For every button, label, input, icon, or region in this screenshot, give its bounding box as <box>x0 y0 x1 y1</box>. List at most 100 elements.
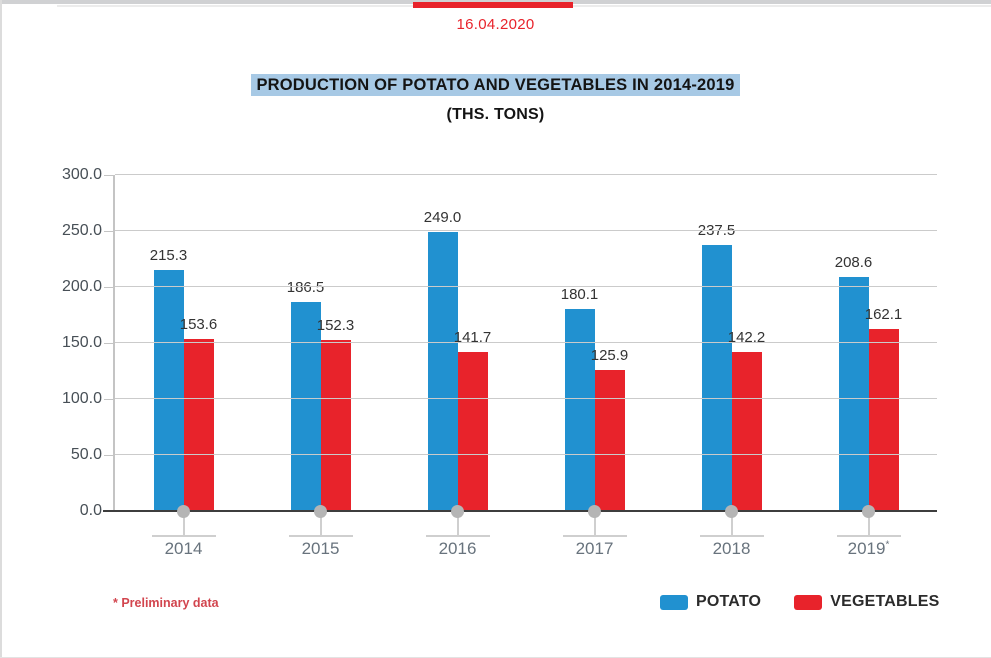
chart-legend: POTATO VEGETABLES <box>660 593 939 611</box>
x-axis-label: 2014 <box>164 539 203 558</box>
y-axis-tickmark <box>104 399 115 401</box>
gridline <box>115 174 937 175</box>
y-axis-labels: 0.0 50.0 100.0 150.0 200.0 250.0 300.0 <box>0 166 102 519</box>
bar-group: 237.5 142.2 2018 <box>698 175 766 558</box>
y-axis-tickmark <box>104 455 115 457</box>
vegetables-bar-wrap: 141.7 <box>454 175 491 511</box>
category-tick-line <box>288 535 353 537</box>
potato-bar <box>701 245 732 511</box>
vegetables-bar-wrap: 125.9 <box>591 175 628 511</box>
y-axis-tick-label: 0.0 <box>79 502 102 519</box>
legend-label-potato: POTATO <box>696 593 762 610</box>
chart-title-row: PRODUCTION OF POTATO AND VEGETABLES IN 2… <box>0 74 991 96</box>
page-left-border <box>0 0 2 657</box>
y-axis-tick-label: 250.0 <box>61 222 102 239</box>
bar-value-label: 215.3 <box>149 246 188 264</box>
category-marker-dot <box>177 505 190 518</box>
preliminary-data-footnote: * Preliminary data <box>113 596 219 610</box>
legend-item-potato: POTATO <box>660 593 761 611</box>
category-marker-dot <box>451 505 464 518</box>
bar-groups: 215.3 153.6 2014 186.5 152.3 2015 249.0 141.7 20… <box>115 175 937 558</box>
category-marker-dot <box>862 505 875 518</box>
x-axis-label: 2018 <box>712 539 751 558</box>
category-marker-dot <box>588 505 601 518</box>
potato-bar <box>838 277 869 511</box>
y-axis-tickmark <box>104 231 115 232</box>
y-axis-tickmark <box>104 175 115 176</box>
legend-label-vegetables: VEGETABLES <box>830 593 940 610</box>
bar-group: 215.3 153.6 2014 <box>150 175 218 558</box>
bar-value-label: 152.3 <box>316 317 355 335</box>
bar-chart: 0.0 50.0 100.0 150.0 200.0 250.0 300.0 215.3 15… <box>0 160 991 580</box>
category-marker-stem <box>319 511 322 537</box>
vegetables-bar <box>457 352 488 511</box>
x-axis-label: 2017 <box>575 539 614 558</box>
bar-group: 208.6 162.1 2019* <box>835 175 903 558</box>
chart-subtitle: (THS. TONS) <box>446 106 545 123</box>
vegetables-bar-wrap: 153.6 <box>180 175 217 511</box>
category-tick-line <box>425 535 490 537</box>
document-date: 16.04.2020 <box>456 16 535 33</box>
potato-bar <box>564 309 595 511</box>
y-axis-tick-label: 150.0 <box>61 334 102 351</box>
potato-swatch <box>660 594 688 610</box>
vegetables-bar <box>183 338 214 511</box>
bar-value-label: 141.7 <box>453 329 492 347</box>
legend-item-vegetables: VEGETABLES <box>794 593 939 611</box>
vegetables-bar <box>594 370 625 511</box>
y-axis-tick-label: 100.0 <box>61 390 102 408</box>
category-marker-stem <box>593 511 596 537</box>
vegetables-bar-wrap: 152.3 <box>317 175 354 511</box>
potato-bar-wrap: 180.1 <box>561 175 598 511</box>
gridline <box>115 342 937 343</box>
potato-bar <box>427 232 458 511</box>
category-marker-dot <box>725 505 738 518</box>
y-axis-tickmark <box>104 287 115 289</box>
category-tick-line <box>151 535 216 537</box>
bar-value-label: 125.9 <box>590 347 629 364</box>
category-marker-dot <box>314 505 327 518</box>
potato-bar-wrap: 208.6 <box>835 175 872 511</box>
y-axis-tick-label: 300.0 <box>61 166 102 183</box>
x-axis-baseline <box>103 510 937 512</box>
vegetables-swatch <box>794 594 823 610</box>
x-axis-label: 2015 <box>301 539 340 558</box>
vegetables-bar <box>868 329 899 511</box>
vegetables-bar-wrap: 162.1 <box>865 175 902 511</box>
potato-bar-wrap: 215.3 <box>150 175 187 511</box>
category-tick-line <box>836 535 901 537</box>
category-tick-line <box>562 535 627 537</box>
plot-area: 215.3 153.6 2014 186.5 152.3 2015 249.0 141.7 20… <box>103 174 937 558</box>
category-marker-stem <box>456 511 459 537</box>
potato-bar <box>290 302 321 511</box>
bar-value-label: 162.1 <box>864 306 903 324</box>
bar-value-label: 208.6 <box>834 254 873 272</box>
x-axis-label: 2019* <box>847 539 890 558</box>
category-marker-stem <box>730 511 733 537</box>
gridline <box>115 454 937 455</box>
bar-value-label: 186.5 <box>286 279 325 297</box>
potato-bar <box>153 269 184 511</box>
bar-value-label: 249.0 <box>423 209 462 227</box>
red-divider-bar <box>413 2 573 8</box>
gridline <box>115 230 937 231</box>
vegetables-bar-wrap: 142.2 <box>728 175 765 511</box>
y-axis-tickmark <box>104 343 115 344</box>
potato-bar-wrap: 249.0 <box>424 175 461 511</box>
vegetables-bar <box>320 340 351 511</box>
bar-group: 180.1 125.9 2017 <box>561 175 629 558</box>
bar-group: 249.0 141.7 2016 <box>424 175 492 558</box>
category-marker-stem <box>182 511 185 537</box>
chart-title: PRODUCTION OF POTATO AND VEGETABLES IN 2… <box>251 74 740 96</box>
x-axis-label: 2016 <box>438 539 477 558</box>
y-axis-tick-label: 50.0 <box>70 446 102 464</box>
bar-value-label: 142.2 <box>727 328 766 346</box>
gridline <box>115 398 937 399</box>
y-axis-tick-label: 200.0 <box>61 278 102 296</box>
potato-bar-wrap: 186.5 <box>287 175 324 511</box>
bar-value-label: 153.6 <box>179 315 218 333</box>
gridline <box>115 286 937 287</box>
category-marker-stem <box>867 511 870 537</box>
bar-value-label: 180.1 <box>560 286 599 304</box>
